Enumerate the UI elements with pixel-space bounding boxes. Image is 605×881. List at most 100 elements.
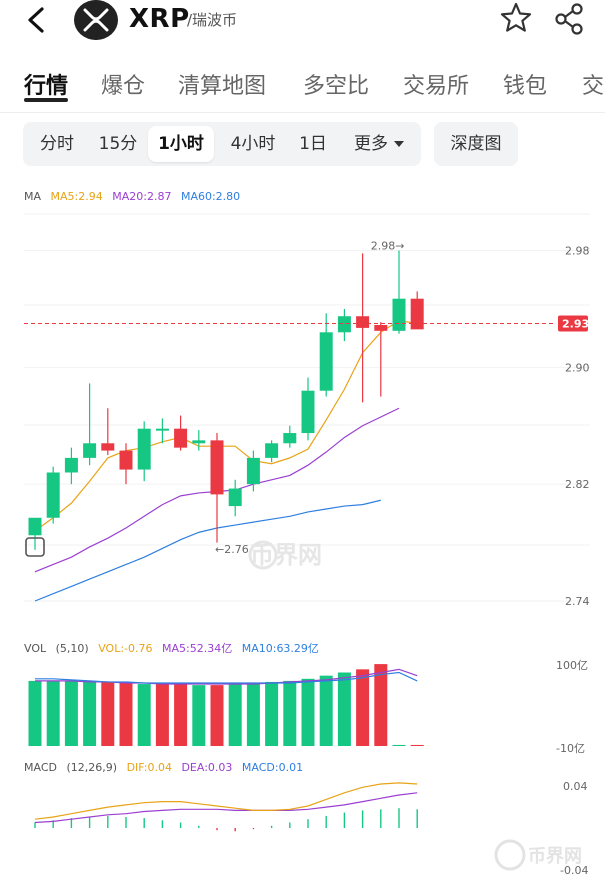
macd-dea-line: [34, 792, 418, 824]
volume-bar: [301, 678, 315, 746]
tab-trades[interactable]: 交: [582, 74, 605, 99]
ma60-value: MA60:2.80: [180, 190, 241, 203]
coin-name: /瑞波币: [187, 11, 238, 29]
volume-bar: [228, 684, 242, 746]
vol-value: VOL:-0.76: [98, 642, 153, 655]
candle-body: [301, 390, 315, 434]
volume-bar: [155, 684, 169, 746]
volume-bar: [337, 672, 351, 746]
dea-value: DEA:0.03: [181, 761, 233, 774]
back-arrow-icon[interactable]: [20, 4, 56, 36]
timeframe-more[interactable]: 更多: [341, 122, 417, 166]
macd-y-tick-top: 0.04: [563, 780, 588, 793]
vol-ma10-value: MA10:63.29亿: [241, 642, 319, 655]
timeframe-15m[interactable]: 15分: [98, 134, 138, 154]
volume-bar: [319, 675, 333, 746]
y-tick-label: 2.98: [565, 245, 590, 258]
timeframe-more-label: 更多: [354, 134, 388, 154]
capture-icon: [25, 537, 45, 557]
candle-body: [137, 428, 151, 470]
candle-body: [46, 472, 60, 518]
vol-legend: VOL (5,10) VOL:-0.76 MA5:52.34亿 MA10:63.…: [24, 640, 325, 656]
ma20-value: MA20:2.87: [112, 190, 172, 203]
low-marker-label: ←2.76: [215, 543, 249, 556]
candle-body: [83, 443, 97, 458]
candle-body: [246, 457, 260, 485]
candle-body: [265, 443, 279, 458]
candle-body: [192, 440, 206, 444]
volume-bar: [246, 683, 260, 746]
candle-body: [337, 316, 351, 333]
macd-dif-line: [34, 782, 418, 820]
volume-bar: [46, 680, 60, 746]
timeframe-selector: 分时 15分 1小时 4小时 1日 更多: [23, 122, 421, 166]
macd-y-tick-bottom: -0.04: [560, 864, 588, 877]
volume-bar: [174, 684, 188, 746]
volume-bar: [119, 683, 133, 746]
tab-liquidation-map[interactable]: 清算地图: [178, 74, 267, 99]
candle-body: [101, 443, 115, 451]
macd-legend-params: (12,26,9): [66, 761, 118, 774]
divider: [0, 112, 605, 113]
candle-body: [155, 428, 169, 431]
vol-legend-params: (5,10): [55, 642, 89, 655]
tab-wallets[interactable]: 钱包: [503, 74, 548, 99]
timeframe-4h[interactable]: 4小时: [230, 134, 276, 154]
candle-body: [228, 488, 242, 507]
watermark-logo-icon: [248, 540, 278, 570]
tab-liquidations[interactable]: 爆仓: [101, 74, 146, 99]
candle-body: [64, 457, 78, 473]
main-tabs: 行情 爆仓 清算地图 多空比 交易所 钱包 交: [0, 58, 605, 108]
candle-body: [356, 316, 370, 328]
volume-bar: [265, 681, 279, 746]
timeframe-1h[interactable]: 1小时: [148, 126, 214, 162]
candle-body: [174, 428, 188, 448]
ma60-line: [34, 499, 381, 602]
xrp-logo-icon: [74, 0, 118, 40]
macd-value: MACD:0.01: [241, 761, 304, 774]
volume-bar: [374, 664, 388, 746]
ma5-value: MA5:2.94: [50, 190, 103, 203]
macd-legend-label: MACD: [24, 761, 57, 774]
favorite-star-icon[interactable]: [498, 0, 534, 36]
candle-body: [283, 433, 297, 444]
vol-y-tick-bottom: -10亿: [556, 742, 585, 755]
high-marker-label: 2.98→: [371, 240, 405, 253]
coin-symbol: XRP: [129, 4, 190, 34]
y-tick-label: 2.82: [565, 478, 590, 491]
y-tick-label: 2.90: [565, 361, 590, 374]
tab-long-short-ratio[interactable]: 多空比: [303, 74, 370, 99]
candle-body: [210, 440, 224, 495]
dif-value: DIF:0.04: [126, 761, 172, 774]
ma-legend: MA MA5:2.94 MA20:2.87 MA60:2.80: [24, 190, 246, 203]
candle-body: [410, 298, 424, 330]
volume-bar: [410, 744, 424, 746]
current-price-tag: [558, 315, 588, 332]
share-icon[interactable]: [552, 2, 586, 36]
candle-body: [374, 324, 388, 331]
y-tick-label: 2.74: [565, 595, 590, 608]
watermark-badge: 币界网: [528, 846, 582, 867]
current-price-label: 2.93: [562, 318, 589, 331]
candle-body: [28, 517, 42, 536]
timeframe-time-sharing[interactable]: 分时: [40, 134, 74, 154]
volume-bar: [64, 680, 78, 746]
candle-body: [392, 298, 406, 331]
active-tab-indicator: [24, 98, 68, 102]
tab-exchanges[interactable]: 交易所: [403, 74, 470, 99]
tab-market[interactable]: 行情: [24, 74, 69, 99]
volume-bar: [192, 685, 206, 746]
volume-bar: [356, 669, 370, 746]
volume-bar: [83, 680, 97, 746]
ma20-line: [34, 407, 400, 573]
caret-down-icon: [394, 141, 404, 147]
watermark: 币界网: [250, 541, 322, 569]
top-bar: XRP /瑞波币: [0, 0, 605, 44]
volume-bar: [137, 684, 151, 746]
volume-bar: [392, 744, 406, 746]
depth-chart-button[interactable]: 深度图: [434, 122, 518, 166]
vol-legend-label: VOL: [24, 642, 47, 655]
volume-bar: [28, 680, 42, 746]
timeframe-1d[interactable]: 1日: [299, 134, 327, 154]
vol-ma5-value: MA5:52.34亿: [162, 642, 233, 655]
